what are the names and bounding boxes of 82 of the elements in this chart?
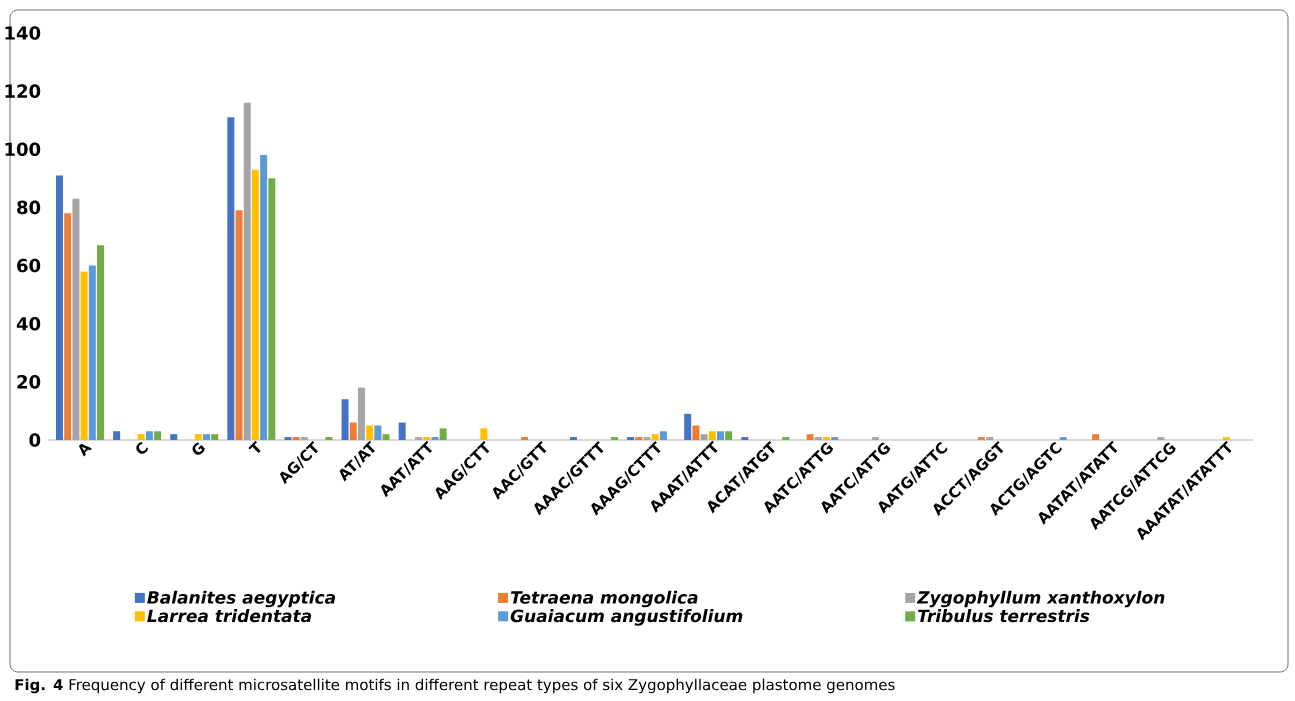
y-tick-label: 40 [16,316,41,331]
bar [349,422,357,440]
bar [823,437,830,440]
x-tick-label: A [78,443,92,457]
bar [1222,437,1230,440]
bar [569,437,577,440]
bar [211,434,219,440]
y-tick-label: 60 [17,258,41,273]
bar [741,437,749,440]
bar [423,437,431,440]
bar [635,437,643,440]
legend-label: Larrea tridentata [147,609,312,623]
text: Fig. 4 Frequency of different microsatellite motifs in different repeat types of six Zygophyllaceae plastome genomes [15,678,895,694]
legend-label: Guaiacum angustifolium [510,609,743,626]
bar [521,437,529,440]
bar [986,437,994,440]
bar [806,434,814,440]
y-tick-label: 140 [5,26,41,40]
bar [439,428,447,440]
bar [64,213,72,440]
legend-label: Zygophyllum xanthoxylon [916,590,1165,608]
bar [700,434,708,440]
legend-label: Balanites aegyptica [147,590,336,608]
bar [651,434,659,440]
bar [708,431,716,440]
bar [415,437,423,440]
bar [72,198,80,440]
bar [725,431,733,440]
bar [366,425,374,440]
bar [145,431,153,440]
y-tick-label: 20 [17,375,41,389]
bar [243,102,251,440]
bar [782,437,790,440]
bar [382,434,390,440]
bar [692,425,700,440]
bar [374,425,382,440]
bar [398,422,406,440]
legend-label: Tetraena mongolica [510,590,698,608]
legend-label: Tribulus terrestris [918,609,1090,623]
bar [203,434,211,440]
bar [284,437,292,440]
x-tick-label: G [192,442,205,455]
y-tick-label: 100 [5,142,41,157]
bar [137,434,145,440]
bar [977,437,985,440]
y-tick-label: 0 [29,433,41,447]
bar [871,437,879,440]
bar [97,245,105,440]
bar [292,437,300,440]
bar [627,437,635,440]
bar [643,437,651,440]
bar [235,210,243,440]
bar [480,428,488,440]
bar [113,431,121,440]
bar [659,431,667,440]
bar [88,265,96,440]
bar [251,169,259,440]
bar [56,175,64,440]
bar [268,178,276,440]
bar [80,271,88,440]
bar [831,437,839,440]
bar [431,437,439,440]
bar [154,431,162,440]
bar [300,437,308,440]
bar [325,437,333,440]
bar [170,434,178,440]
x-tick-label: C [136,442,149,454]
x-tick-label: T [248,440,261,454]
bar [357,387,365,440]
bar [610,437,618,440]
bar [684,413,692,440]
bar [227,117,235,440]
y-tick-label: 80 [17,200,41,215]
bar [194,434,202,440]
bar [341,399,349,440]
bar [814,437,822,440]
bar [260,155,268,440]
bar [1157,437,1165,440]
bar [1092,434,1100,440]
bar [716,431,724,440]
y-tick-label: 120 [5,84,41,98]
bar [1059,437,1067,440]
